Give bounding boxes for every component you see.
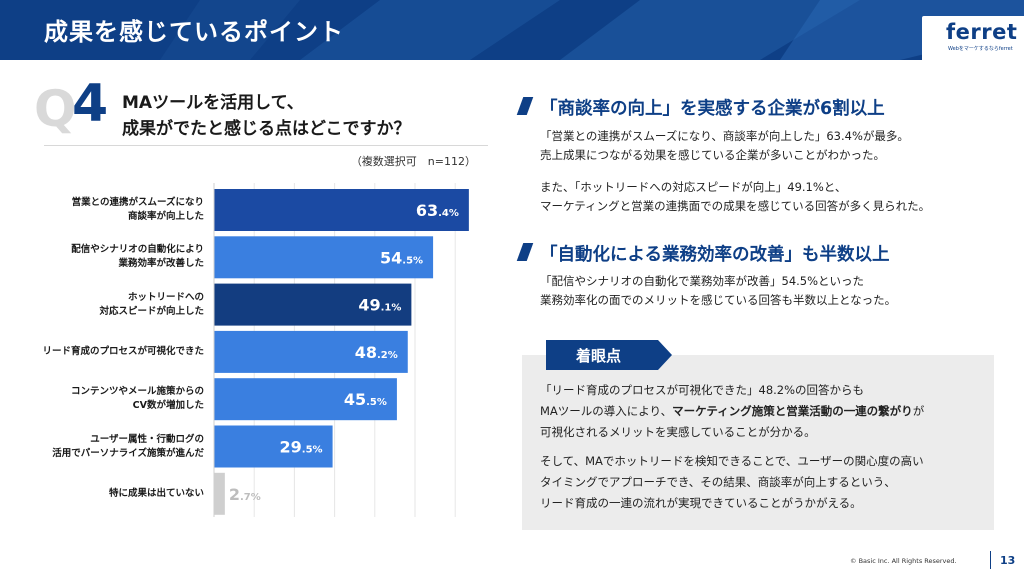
question-line-2: 成果がでたと感じる点はどこですか？: [122, 119, 411, 139]
bar-4: [214, 330, 408, 373]
sample-note: （複数選択可 n=112）: [350, 155, 476, 168]
value-label-7: 2.7%: [229, 485, 261, 504]
value-label-5: 45.5%: [344, 390, 387, 409]
section-1-paragraph-1-line-1: 「営業との連携がスムーズになり、商談率が向上した」63.4%が最多。: [540, 129, 909, 143]
highlight-tag: [546, 340, 672, 370]
section-1-paragraph-2-line-2: マーケティングと営業の連携面での成果を感じている回答が多く見られた。: [540, 199, 931, 213]
copyright: © Basic Inc. All Rights Reserved.: [850, 557, 957, 565]
section-1-paragraph-2-line-1: また、「ホットリードへの対応スピードが向上」49.1%と、: [540, 180, 847, 194]
bar-6: [214, 425, 333, 468]
category-label-1: 営業との連携がスムーズになり 商談率が向上した: [71, 197, 204, 222]
section-2-heading: 「自動化による業務効率の改善」も半数以上: [540, 245, 890, 265]
category-label-2: 配信やシナリオの自動化により 業務効率が改善した: [71, 244, 204, 270]
category-label-6: ユーザー属性・行動ログの 活用でパーソナライズ施策が進んだ: [52, 433, 204, 459]
page-title: 成果を感じているポイント: [44, 18, 344, 46]
bar-3: [214, 283, 412, 326]
section-2-paragraph-line-2: 業務効率化の面でのメリットを感じている回答も半数以上となった。: [540, 293, 897, 307]
highlight-panel: [522, 355, 994, 530]
header-decoration: [160, 0, 1024, 60]
value-label-4: 48.2%: [355, 343, 398, 362]
question-divider: [44, 145, 488, 146]
category-label-4: リード育成のプロセスが可視化できた: [42, 345, 204, 357]
ferret-logo: ferret: [946, 20, 1018, 44]
highlight-line-2: MAツールの導入により、マーケティング施策と営業活動の一連の繋がりが: [540, 402, 924, 421]
footer-divider: [990, 551, 991, 569]
question-line-1: MAツールを活用して、: [122, 93, 304, 113]
question-letter: Q: [34, 80, 77, 138]
value-label-1: 63.4%: [416, 201, 459, 220]
value-label-6: 29.5%: [280, 438, 323, 457]
value-label-2: 54.5%: [380, 248, 423, 267]
logo-panel: [922, 16, 1024, 60]
bar-7: [214, 472, 225, 515]
highlight-line-3: 可視化されるメリットを実感していることが分かる。: [540, 425, 816, 439]
page-number: 13: [1000, 554, 1016, 567]
category-label-3: ホットリードへの 対応スピードが向上した: [99, 291, 204, 317]
section-2-paragraph-line-1: 「配信やシナリオの自動化で業務効率が改善」54.5%といった: [540, 274, 865, 288]
logo-tagline: Webをマーケするならferret: [948, 46, 1013, 52]
value-label-3: 49.1%: [358, 296, 401, 315]
highlight-line-2-post: が: [912, 404, 925, 418]
bar-1: [214, 189, 469, 231]
highlight-line-2-emphasis: マーケティング施策と営業活動の一連の繋がり: [672, 404, 913, 418]
highlight-line-2-pre: MAツールの導入により、: [540, 404, 673, 418]
highlight-line-4: そして、MAでホットリードを検知できることで、ユーザーの関心度の高い: [540, 454, 924, 468]
question-number: 4: [72, 74, 109, 134]
section-1-paragraph-1-line-2: 売上成果につながる効果を感じている企業が多いことがわかった。: [540, 148, 885, 162]
highlight-line-1: 「リード育成のプロセスが可視化できた」48.2%の回答からも: [540, 383, 865, 397]
highlight-line-6: リード育成の一連の流れが実現できていることがうかがえる。: [540, 496, 862, 510]
highlight-tag-label: 着眼点: [576, 347, 622, 365]
highlight-line-5: タイミングでアプローチでき、その結果、商談率が向上するという、: [540, 475, 896, 489]
category-label-7: 特に成果は出ていない: [108, 487, 204, 499]
category-label-5: コンテンツやメール施策からの CV数が増加した: [70, 386, 204, 412]
bar-chart: 63.4% 54.5% 49.1% 48.2% 45.5% 29.5% 2.7%: [213, 183, 469, 517]
header-bar: 成果を感じているポイント: [0, 0, 1024, 60]
section-1-heading: 「商談率の向上」を実感する企業が6割以上: [540, 99, 885, 119]
bar-5: [214, 378, 397, 421]
bar-2: [214, 236, 434, 279]
